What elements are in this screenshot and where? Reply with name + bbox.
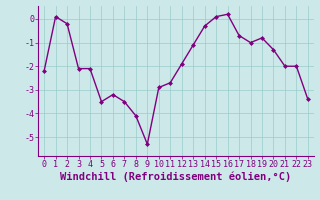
X-axis label: Windchill (Refroidissement éolien,°C): Windchill (Refroidissement éolien,°C) (60, 172, 292, 182)
